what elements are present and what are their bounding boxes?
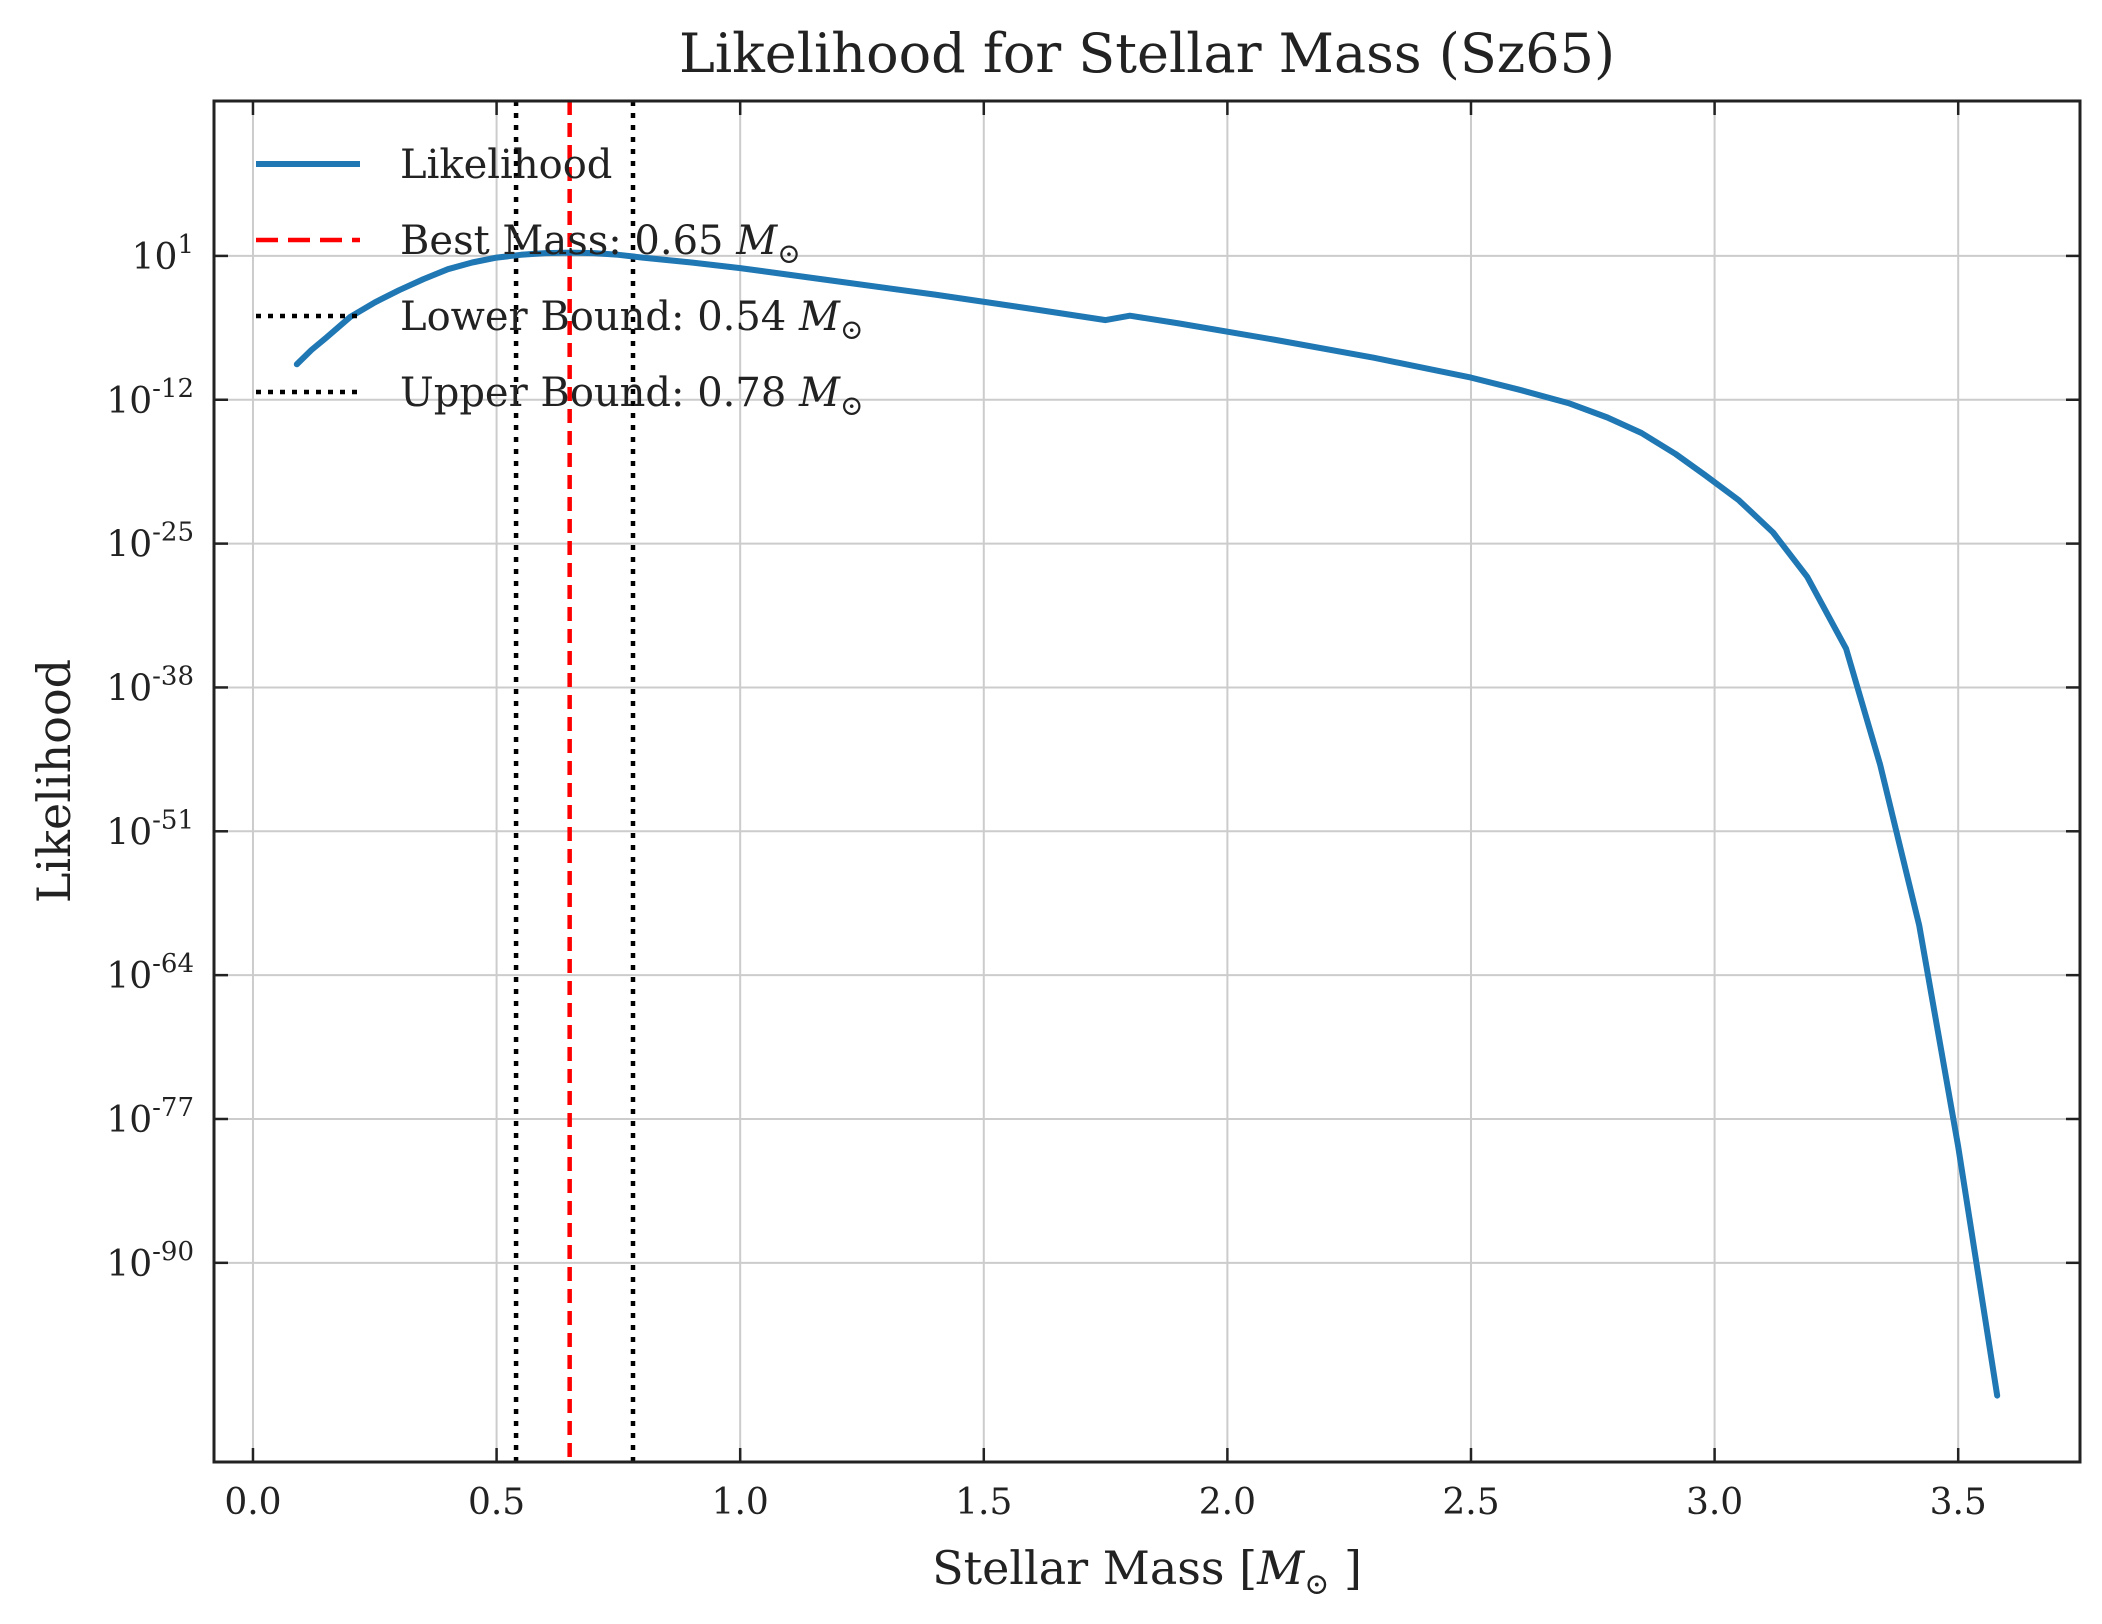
y-tick-label: 10-51 [106, 805, 194, 853]
y-tick-label: 10-64 [106, 949, 194, 997]
likelihood-curve [293, 249, 2001, 1399]
grid [214, 101, 2080, 1462]
legend: Likelihood Best Mass: 0.65 M⊙ Lower Bound:… [256, 142, 863, 422]
legend-label: Lower Bound: 0.54 M⊙ [400, 294, 863, 346]
chart-title: Likelihood for Stellar Mass (Sz65) [679, 22, 1615, 85]
x-tick-label: 2.0 [1199, 1482, 1256, 1523]
axis-ticks: 0.0 0.5 1.0 1.5 2.0 2.5 3.0 3.5 101 10-12 10-25 10-… [106, 101, 2080, 1523]
y-axis-label: Likelihood [27, 659, 81, 903]
x-tick-label: 3.5 [1930, 1482, 1987, 1523]
x-tick-label: 2.5 [1442, 1482, 1499, 1523]
x-tick-label: 1.5 [955, 1482, 1012, 1523]
x-tick-label: 3.0 [1686, 1482, 1743, 1523]
plot-series [293, 101, 2001, 1462]
legend-label: Best Mass: 0.65 M⊙ [400, 218, 801, 270]
y-tick-label: 10-25 [106, 518, 194, 566]
plot-frame [212, 99, 2082, 1464]
legend-label: Upper Bound: 0.78 M⊙ [400, 370, 863, 422]
x-axis-label: Stellar Mass [M⊙ ] [932, 1541, 1362, 1602]
y-tick-label: 10-77 [106, 1093, 194, 1141]
legend-label: Likelihood [400, 142, 612, 188]
y-tick-label: 10-12 [106, 374, 194, 422]
y-tick-label: 101 [132, 230, 194, 278]
y-tick-label: 10-90 [106, 1237, 194, 1285]
x-tick-label: 0.5 [468, 1482, 525, 1523]
x-tick-label: 0.0 [224, 1482, 281, 1523]
y-tick-label: 10-38 [106, 661, 194, 709]
x-tick-label: 1.0 [712, 1482, 769, 1523]
